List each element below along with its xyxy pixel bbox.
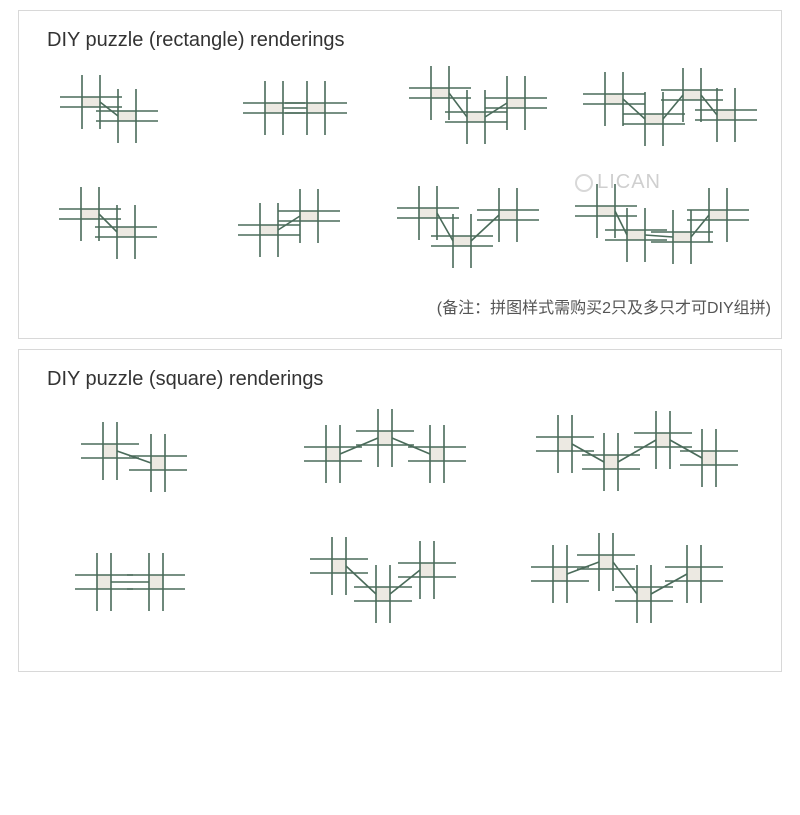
- puzzle-diagram: [69, 408, 239, 508]
- diagram-cell: [579, 64, 769, 164]
- puzzle-diagram: [235, 69, 375, 159]
- diagram-cell: [569, 180, 769, 280]
- diagram-row: [19, 521, 781, 657]
- puzzle-diagram: [569, 180, 769, 280]
- puzzle-diagram: [290, 403, 510, 513]
- rectangle-panel: DIY puzzle (rectangle) renderingsLICAN(备…: [18, 10, 782, 339]
- puzzle-diagram: [519, 529, 769, 649]
- puzzle-diagram: [292, 529, 502, 649]
- puzzle-diagram: [63, 539, 243, 639]
- diagram-cell: [523, 403, 769, 513]
- diagram-cell: [210, 185, 389, 275]
- panel-title: DIY puzzle (square) renderings: [19, 350, 781, 395]
- diagram-cell: [389, 180, 569, 280]
- diagram-cell: [275, 529, 519, 649]
- diagram-row: [19, 172, 781, 288]
- puzzle-diagram: [389, 180, 569, 280]
- diagram-cell: [277, 403, 523, 513]
- puzzle-diagram: [579, 64, 769, 164]
- puzzle-diagram: [52, 69, 192, 159]
- puzzle-diagram: [230, 185, 370, 275]
- diagram-row: [19, 395, 781, 521]
- diagram-cell: [31, 185, 210, 275]
- puzzle-diagram: [526, 403, 766, 513]
- diagram-cell: [396, 64, 579, 164]
- diagram-row: [19, 56, 781, 172]
- puzzle-diagram: [51, 185, 191, 275]
- puzzle-diagram: [403, 64, 573, 164]
- diagram-cell: [519, 529, 769, 649]
- diagram-cell: [31, 408, 277, 508]
- diagram-cell: [31, 539, 275, 639]
- diagram-cell: [214, 69, 397, 159]
- diagram-cell: [31, 69, 214, 159]
- panel-note: (备注：拼图样式需购买2只及多只才可DIY组拼): [19, 288, 781, 338]
- square-panel: DIY puzzle (square) renderings: [18, 349, 782, 672]
- panel-title: DIY puzzle (rectangle) renderings: [19, 11, 781, 56]
